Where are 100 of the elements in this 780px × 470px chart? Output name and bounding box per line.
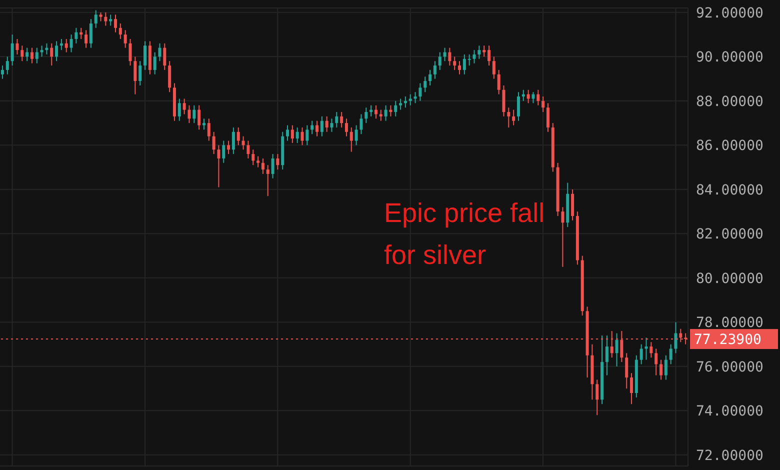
candlestick (128, 38, 132, 66)
candlestick (379, 109, 382, 122)
y-tick-label: 90.00000 (696, 50, 764, 66)
candlestick (207, 118, 210, 142)
candlestick (507, 107, 510, 128)
candlestick (315, 120, 318, 137)
candlestick (188, 104, 191, 124)
candlestick (360, 114, 363, 135)
candlestick (478, 45, 481, 60)
candlestick (261, 158, 264, 174)
candlestick (536, 89, 540, 106)
candlestick (364, 107, 368, 124)
candlestick (290, 124, 294, 144)
candlestick (276, 154, 280, 170)
candlestick (468, 54, 471, 66)
candlestick (94, 10, 98, 28)
candlestick (300, 126, 304, 146)
candlestick (134, 56, 137, 95)
candlestick (310, 120, 314, 135)
candlestick (330, 118, 334, 132)
candlestick (335, 111, 338, 128)
candlestick (428, 69, 432, 86)
candlestick (408, 94, 412, 106)
candlestick (35, 47, 38, 64)
candlestick (182, 98, 186, 115)
candlestick (89, 18, 92, 48)
candlestick (384, 104, 388, 122)
candlestick (374, 104, 378, 120)
candlestick (399, 98, 402, 110)
candlestick (448, 47, 452, 66)
candlestick (453, 56, 456, 70)
candlestick (605, 334, 608, 376)
candlestick (654, 348, 658, 376)
candlestick (320, 116, 324, 137)
candlestick (168, 60, 172, 93)
candlestick (55, 40, 58, 62)
candlestick (286, 124, 290, 142)
candlestick (242, 136, 245, 150)
y-tick-label: 80.00000 (696, 270, 764, 287)
candlestick (546, 102, 550, 132)
candlestick (596, 379, 599, 416)
candlestick (516, 92, 520, 122)
candlestick (394, 100, 398, 117)
candlestick (70, 34, 73, 53)
candlestick (30, 47, 34, 64)
candlestick (561, 206, 564, 268)
candlestick (104, 12, 108, 26)
candlestick (424, 76, 427, 93)
candlestick (630, 372, 634, 405)
candlestick (84, 30, 88, 48)
candlestick (6, 56, 9, 75)
candlestick (266, 164, 270, 197)
candlestick (163, 42, 166, 70)
candlestick (222, 140, 226, 164)
candlestick (659, 359, 662, 380)
candlestick (615, 332, 618, 367)
candlestick (458, 60, 462, 75)
annotation: Epic price fall for silver (384, 197, 546, 272)
candlestick (462, 54, 466, 75)
candlestick (124, 30, 127, 48)
candlestick (492, 56, 496, 80)
y-tick-label: 84.00000 (696, 182, 764, 198)
candlestick (497, 69, 500, 95)
candlestick (236, 126, 240, 146)
y-tick-label: 82.00000 (696, 226, 764, 243)
candlestick (50, 42, 54, 66)
y-tick-label: 74.00000 (696, 404, 764, 420)
candlestick (10, 34, 14, 66)
candlestick (306, 124, 309, 146)
y-tick-label: 78.00000 (696, 315, 764, 332)
y-tick-label: 72.00000 (696, 448, 764, 464)
candlestick (118, 22, 122, 40)
candlestick (212, 131, 216, 155)
candlestick (64, 38, 68, 53)
candlestick (674, 322, 678, 354)
candlestick (354, 124, 358, 146)
candlestick (542, 96, 545, 112)
candlestick (252, 149, 255, 166)
candlestick (625, 352, 628, 390)
candlestick (669, 344, 672, 365)
candlestick (20, 45, 24, 62)
candlestick (487, 45, 490, 66)
candlestick (344, 118, 348, 137)
candlestick (202, 118, 206, 130)
candlestick (143, 40, 146, 70)
candlestick (418, 82, 422, 102)
candlestick (571, 188, 574, 221)
candlestick (246, 140, 250, 159)
candlestick (0, 65, 4, 80)
candlestick (296, 126, 299, 144)
candlestick (26, 47, 29, 62)
candlestick (109, 14, 112, 26)
candlestick (40, 45, 44, 58)
candlestick (178, 98, 181, 122)
y-tick-label: 92.00000 (696, 5, 764, 22)
candlestick (526, 89, 530, 104)
candlestick (16, 38, 19, 55)
candlestick (138, 60, 142, 86)
candlestick (482, 45, 486, 58)
candlestick (158, 42, 162, 62)
